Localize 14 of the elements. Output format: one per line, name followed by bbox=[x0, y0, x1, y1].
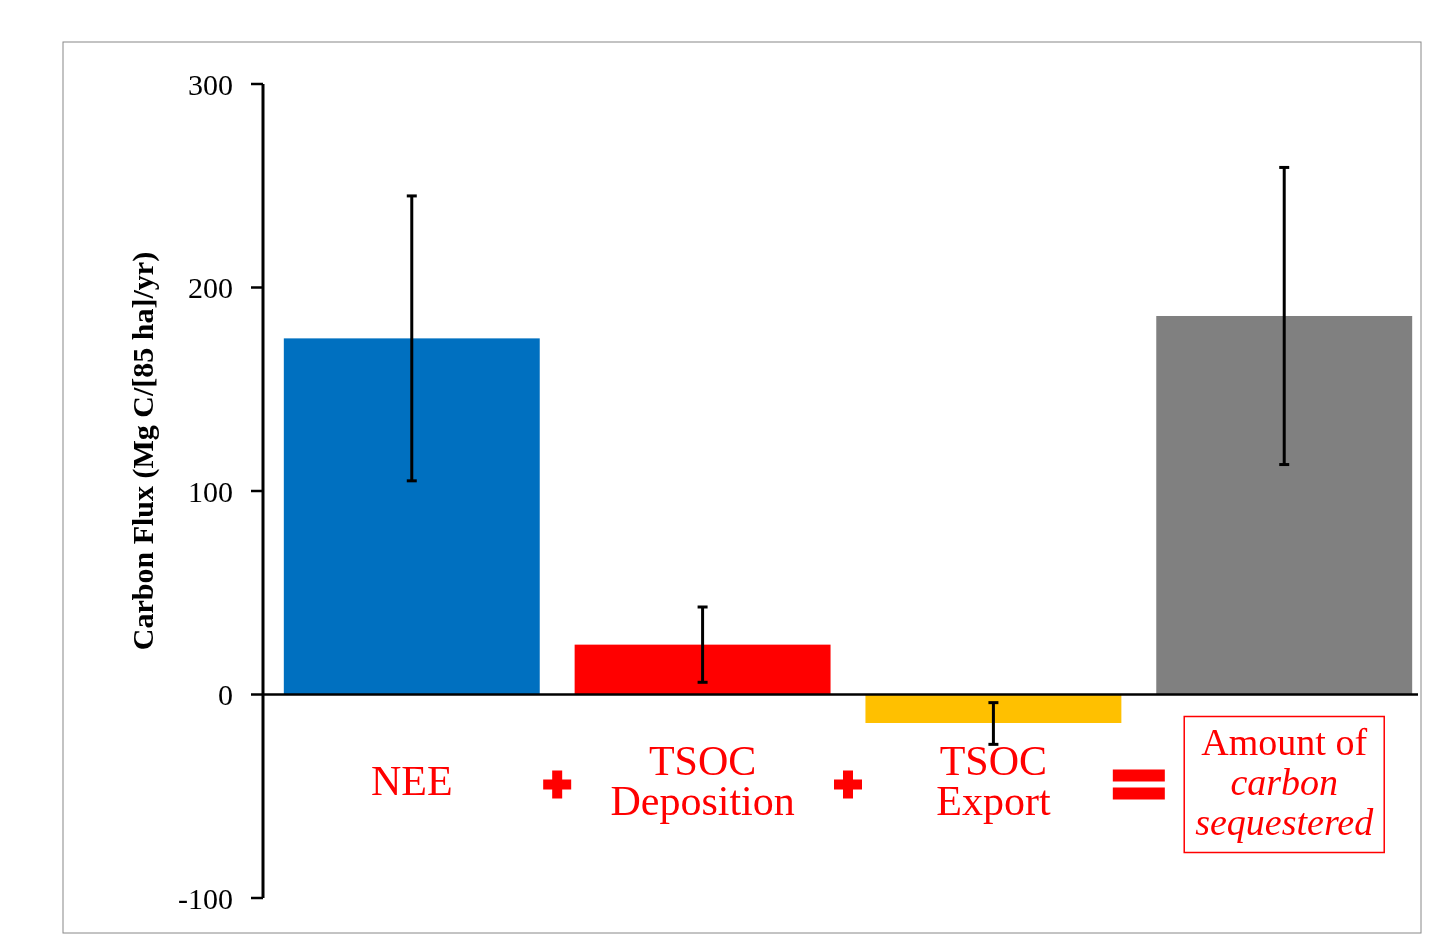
x-tick-label: TSOC Export bbox=[936, 737, 1051, 824]
x-tick-label: NEE bbox=[370, 757, 453, 804]
bar bbox=[283, 338, 540, 695]
y-tick-label: 300 bbox=[188, 67, 233, 101]
y-tick-label: 200 bbox=[188, 271, 233, 304]
x-tick-label: TSOC Deposition bbox=[610, 737, 795, 824]
bar bbox=[865, 694, 1122, 723]
y-axis-title: Carbon Flux (Mg C/[85 ha]/yr) bbox=[126, 251, 160, 651]
y-tick-label: 100 bbox=[188, 474, 233, 508]
bar bbox=[1156, 315, 1413, 695]
y-tick-label: -100 bbox=[178, 881, 233, 915]
y-tick-label: 0 bbox=[218, 678, 233, 711]
x-tick-label: Amount of carbon sequestered bbox=[1195, 720, 1375, 843]
bar bbox=[574, 644, 831, 695]
